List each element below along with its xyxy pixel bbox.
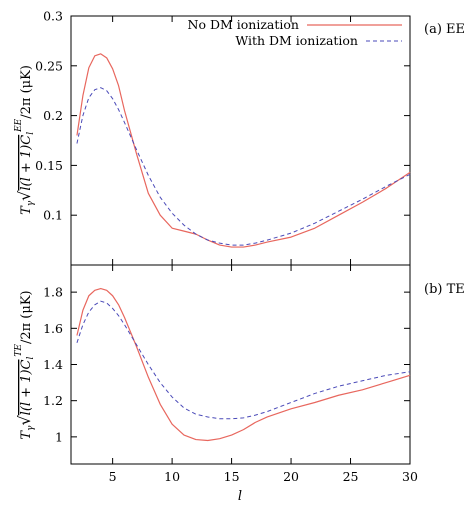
series-lines-ee — [76, 53, 411, 248]
y-tick-label: 0.3 — [43, 9, 63, 24]
y-tick-label: 0.15 — [35, 158, 63, 173]
y-tick-label: 0.25 — [35, 58, 63, 73]
y-axis-label-text: Tγ​√l(l + 1)Cl​TE​/2π (μK) — [14, 290, 36, 439]
y-axis-label-text: Tγ​√l(l + 1)Cl​EE​/2π (μK) — [14, 65, 36, 215]
x-tick-label: 20 — [283, 469, 299, 484]
x-tick-label: 10 — [164, 469, 180, 484]
y-tick-label: 1.4 — [43, 357, 63, 372]
y-axis-label-te: Tγ​√l(l + 1)Cl​TE​/2π (μK) — [14, 290, 36, 439]
x-tick-label: 15 — [224, 469, 240, 484]
y-axis-label: Tγ​√l(l + 1)Cl​EE​/2π (μK) — [14, 65, 36, 215]
panel-label-ee: (a) EE — [424, 22, 465, 37]
series-line-ee-with-dm — [76, 87, 411, 246]
y-tick-label: 1.6 — [43, 321, 63, 336]
y-axis-label-ee: Tγ​√l(l + 1)Cl​EE​/2π (μK) — [14, 65, 36, 215]
series-line-te-with-dm — [76, 300, 411, 420]
ticks-te: 5 10 15 20 25 30 1 1.2 1.4 1.6 1.8 — [43, 265, 418, 484]
panel-te: 5 10 15 20 25 30 1 1.2 1.4 1.6 1.8 (b) TE Tγ​√l(l … — [14, 264, 465, 504]
series-lines-te — [76, 287, 411, 442]
series-line-ee-no-dm — [76, 53, 411, 248]
panel-ee: 0.1 0.15 0.2 0.25 0.3 (a) EE No DM ionizatio… — [14, 9, 465, 266]
y-tick-label: 0.2 — [43, 108, 63, 123]
ticks-ee: 0.1 0.15 0.2 0.25 0.3 — [35, 9, 411, 265]
x-tick-label: 5 — [109, 469, 117, 484]
plot-area-te — [70, 264, 411, 465]
panel-label-te: (b) TE — [424, 282, 465, 297]
y-tick-label: 1 — [55, 429, 63, 444]
x-tick-label: 25 — [343, 469, 359, 484]
x-tick-label: 30 — [402, 469, 418, 484]
y-tick-label: 0.1 — [43, 208, 63, 223]
y-tick-label: 1.2 — [43, 393, 63, 408]
x-axis-label: l — [238, 489, 242, 504]
plot-area-ee — [70, 15, 411, 266]
legend: No DM ionization With DM ionization — [188, 17, 402, 48]
legend-label-no-dm: No DM ionization — [188, 17, 299, 32]
y-axis-label: Tγ​√l(l + 1)Cl​TE​/2π (μK) — [14, 290, 36, 439]
y-tick-label: 1.8 — [43, 285, 63, 300]
legend-label-with-dm: With DM ionization — [235, 33, 358, 48]
series-line-te-no-dm — [76, 287, 411, 442]
